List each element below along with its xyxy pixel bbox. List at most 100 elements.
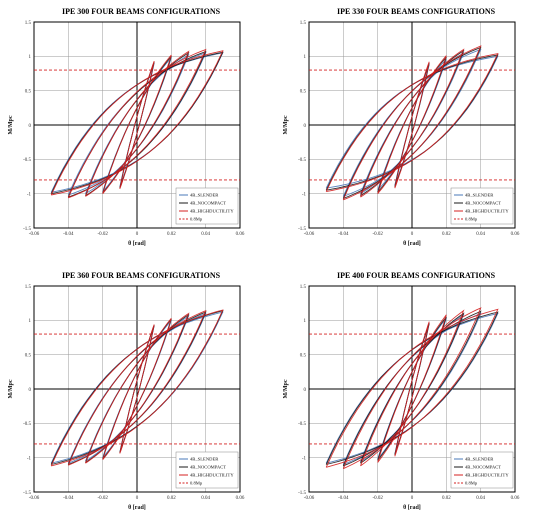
x-tick-label: 0.04 [476, 496, 485, 501]
hysteresis-loop [394, 61, 430, 189]
legend-label: 4B_SLENDER [190, 457, 219, 462]
x-tick-label: 0.02 [442, 232, 451, 237]
y-tick-label: 1.5 [300, 285, 307, 290]
hysteresis-loop [325, 308, 499, 468]
x-tick-label: 0.02 [167, 232, 176, 237]
y-tick-label: 0.5 [300, 89, 307, 94]
x-axis-label: θ [rad] [128, 241, 146, 247]
hysteresis-loop [360, 309, 465, 467]
x-tick-label: 0 [136, 232, 139, 237]
chart-title: IPE 330 FOUR BEAMS CONFIGURATIONS [337, 7, 496, 16]
hysteresis-loop [342, 45, 482, 201]
y-tick-label: -0.5 [23, 158, 31, 163]
hysteresis-loop [50, 309, 224, 467]
chart-title: IPE 300 FOUR BEAMS CONFIGURATIONS [62, 7, 221, 16]
legend-label: 4B_SLENDER [465, 193, 494, 198]
chart-ipe300: IPE 300 FOUR BEAMS CONFIGURATIONS -0.06 -0… [8, 7, 245, 247]
y-tick-label: 0 [29, 388, 32, 393]
x-tick-label: -0.04 [338, 232, 349, 237]
y-tick-label: -1.5 [23, 227, 31, 232]
hysteresis-loop [85, 312, 190, 464]
legend-label: 4B_NOCOMPACT [190, 465, 226, 470]
plot-frame [308, 21, 516, 229]
x-tick-label: 0.06 [236, 232, 245, 237]
legend-label: 0.8Mp [465, 217, 478, 222]
y-tick-label: 1 [304, 319, 307, 324]
x-tick-label: 0.02 [442, 496, 451, 501]
y-axis-label: M/Mpc [8, 115, 14, 134]
x-tick-label: -0.02 [97, 232, 108, 237]
y-tick-label: -1 [302, 456, 307, 461]
y-tick-label: -0.5 [23, 422, 31, 427]
hysteresis-loop [119, 60, 155, 190]
legend-label: 4B_NOCOMPACT [190, 201, 226, 206]
chart-panel-ipe330: IPE 330 FOUR BEAMS CONFIGURATIONS -0.06 -0… [275, 0, 550, 264]
x-tick-label: -0.02 [372, 496, 383, 501]
y-tick-label: 0 [304, 388, 307, 393]
chart-panel-ipe400: IPE 400 FOUR BEAMS CONFIGURATIONS -0.06 -0… [275, 264, 550, 528]
y-tick-label: 0.5 [300, 353, 307, 358]
x-tick-label: -0.06 [29, 232, 40, 237]
legend-label: 0.8Mp [190, 481, 203, 486]
legend-label: 4B_NOCOMPACT [465, 201, 501, 206]
x-axis-label: θ [rad] [403, 241, 421, 247]
legend-label: 0.8Mp [465, 481, 478, 486]
y-tick-label: 0 [29, 124, 32, 129]
y-axis-label: M/Mpc [283, 379, 289, 398]
chart-ipe360: IPE 360 FOUR BEAMS CONFIGURATIONS -0.06 -0… [8, 271, 245, 511]
x-tick-label: 0.06 [511, 496, 520, 501]
legend-label: 0.8Mp [190, 217, 203, 222]
legend-box [450, 187, 514, 225]
hysteresis-loop [360, 312, 465, 464]
y-tick-label: -1 [27, 456, 32, 461]
legend-label: 4B_HIGHDUCTILITY [465, 473, 509, 478]
y-tick-label: -1.5 [23, 491, 31, 496]
x-tick-label: -0.06 [304, 496, 315, 501]
y-axis-label: M/Mpc [283, 115, 289, 134]
x-tick-label: 0.06 [511, 232, 520, 237]
legend-label: 4B_HIGHDUCTILITY [465, 209, 509, 214]
y-tick-label: -0.5 [298, 158, 306, 163]
x-tick-label: -0.04 [63, 232, 74, 237]
series-4b-highductility [325, 307, 499, 470]
x-axis-label: θ [rad] [403, 505, 421, 511]
y-tick-label: 0.5 [25, 89, 32, 94]
y-axis-label: M/Mpc [8, 379, 14, 398]
hysteresis-loop [394, 321, 430, 457]
x-tick-label: 0.04 [201, 496, 210, 501]
x-tick-label: 0 [411, 496, 414, 501]
x-tick-label: 0.02 [167, 496, 176, 501]
legend-box [175, 451, 239, 489]
x-tick-label: -0.02 [372, 232, 383, 237]
legend-label: 4B_HIGHDUCTILITY [190, 209, 234, 214]
x-tick-label: 0.06 [236, 496, 245, 501]
y-tick-label: -1 [302, 192, 307, 197]
x-tick-label: -0.02 [97, 496, 108, 501]
chart-title: IPE 360 FOUR BEAMS CONFIGURATIONS [62, 271, 221, 280]
y-tick-label: -1.5 [298, 491, 306, 496]
series-4b-highductility [325, 45, 499, 201]
y-tick-label: 0 [304, 124, 307, 129]
y-tick-label: 0.5 [25, 353, 32, 358]
chart-panel-ipe300: IPE 300 FOUR BEAMS CONFIGURATIONS -0.06 -0… [0, 0, 275, 264]
legend-box [175, 187, 239, 225]
y-tick-label: -0.5 [298, 422, 306, 427]
y-tick-label: 1 [304, 55, 307, 60]
legend-box [450, 451, 514, 489]
hysteresis-loop [325, 52, 499, 193]
hysteresis-loop [67, 309, 207, 466]
x-axis-label: θ [rad] [128, 505, 146, 511]
series-4b-highductility [50, 309, 224, 467]
chart-title: IPE 400 FOUR BEAMS CONFIGURATIONS [337, 271, 496, 280]
x-tick-label: 0.04 [476, 232, 485, 237]
y-tick-label: 1.5 [25, 285, 32, 290]
y-tick-label: -1 [27, 192, 32, 197]
plot-frame [33, 285, 241, 493]
y-tick-label: 1 [29, 319, 32, 324]
hysteresis-loop [50, 50, 224, 196]
x-tick-label: 0.04 [201, 232, 210, 237]
x-tick-label: -0.06 [29, 496, 40, 501]
chart-ipe330: IPE 330 FOUR BEAMS CONFIGURATIONS -0.06 -0… [283, 7, 520, 247]
x-tick-label: -0.06 [304, 232, 315, 237]
hysteresis-loop [342, 307, 482, 470]
